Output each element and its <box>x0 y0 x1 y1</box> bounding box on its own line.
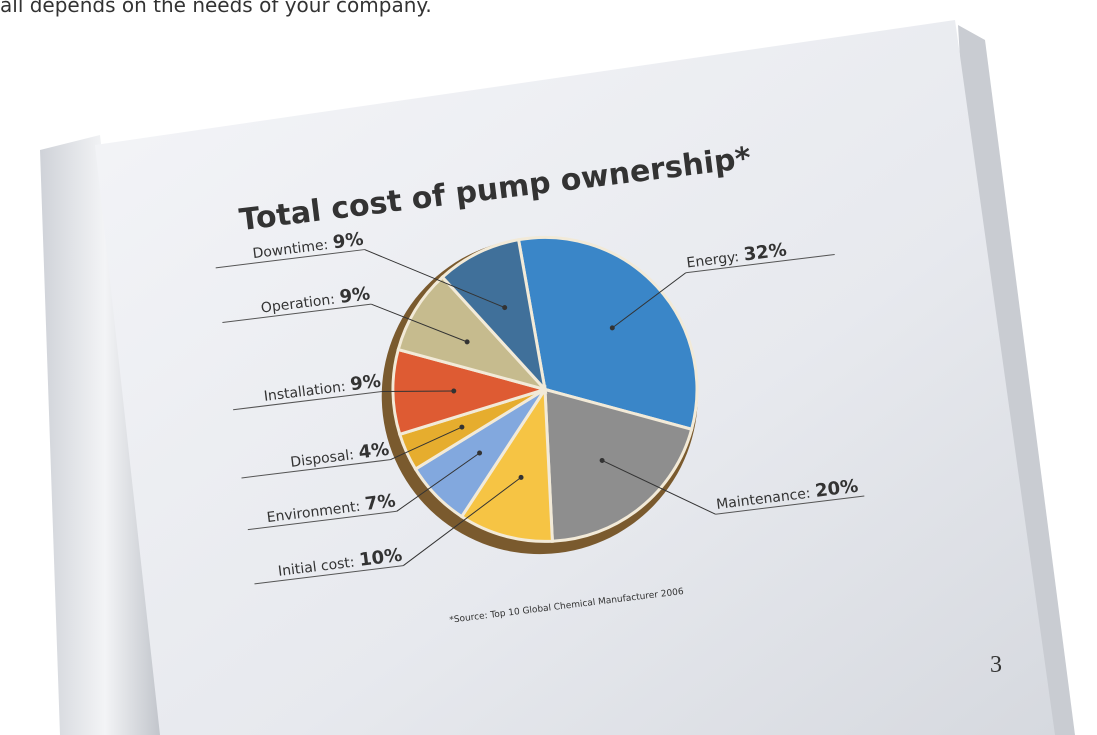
label-underline <box>247 510 397 531</box>
value-label: 20% <box>814 476 859 502</box>
pie-slice <box>396 275 550 393</box>
page-edge <box>958 25 1075 735</box>
value-label: 7% <box>364 490 397 515</box>
header-text: all depends on the needs of your company… <box>0 0 432 17</box>
value-label: 4% <box>357 439 390 464</box>
leader-dot <box>609 325 615 331</box>
page-number: 3 <box>990 652 1002 678</box>
leader-line <box>396 452 480 512</box>
leader-line <box>403 477 522 566</box>
label-underline <box>715 495 865 515</box>
pie-slice <box>516 235 699 432</box>
label-underline <box>241 459 391 479</box>
category-label: Disposal: <box>290 447 355 471</box>
pie-slice <box>543 387 694 543</box>
leader-line <box>364 249 505 309</box>
category-label: Energy: <box>686 249 740 271</box>
leader-dot <box>459 424 465 430</box>
leader-dot <box>464 339 470 345</box>
leader-line <box>381 390 454 392</box>
leader-dot <box>502 305 508 311</box>
pie-slice <box>391 347 551 437</box>
leader-line <box>601 460 716 515</box>
leader-dot <box>518 474 524 480</box>
leader-line <box>612 272 687 329</box>
label-underline <box>685 253 835 274</box>
label-underline <box>215 249 365 269</box>
leader-dot <box>599 457 605 463</box>
label-underline <box>222 303 372 323</box>
value-label: 9% <box>338 283 371 308</box>
slice-label: Energy: 32% <box>685 239 788 272</box>
leader-dot <box>477 450 483 456</box>
pie-slice <box>459 384 554 543</box>
label-underline <box>233 390 383 411</box>
leader-line <box>371 303 468 343</box>
label-underline <box>254 565 404 585</box>
leader-line <box>390 426 463 461</box>
slice-label: Disposal: 4% <box>289 439 390 472</box>
leader-dot <box>451 388 457 394</box>
value-label: 9% <box>349 371 382 396</box>
pie-slice <box>440 237 548 395</box>
value-label: 10% <box>358 545 403 571</box>
value-label: 32% <box>743 239 788 265</box>
value-label: 9% <box>332 229 365 254</box>
page-curl <box>40 135 170 735</box>
